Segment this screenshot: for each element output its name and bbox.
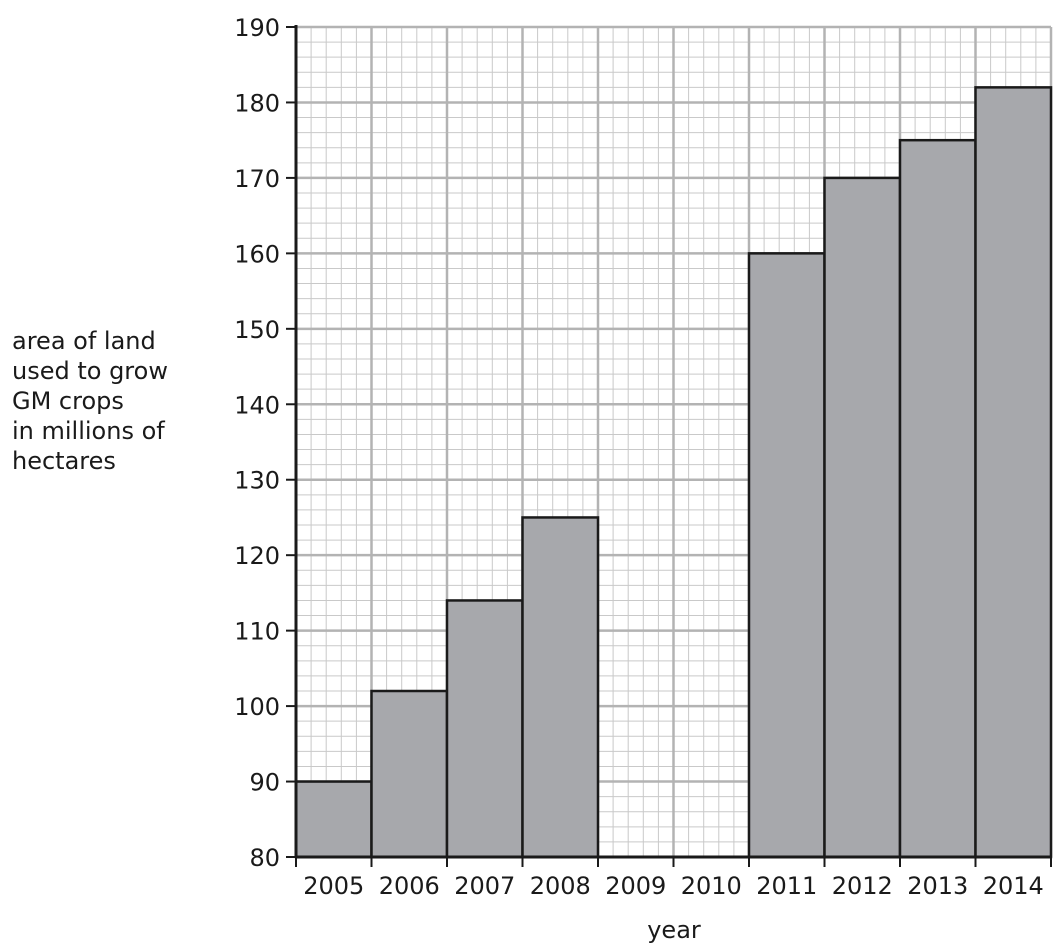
bar-2008 bbox=[521, 516, 600, 859]
x-tick-label: 2007 bbox=[454, 872, 515, 900]
y-tick-label: 190 bbox=[234, 14, 280, 42]
y-tick-labels: 80 90 100 110 120 130 140 150 160 170 180 190 bbox=[234, 14, 296, 872]
y-tick-label: 90 bbox=[249, 769, 280, 797]
x-tick-label: 2005 bbox=[303, 872, 364, 900]
bar-2012 bbox=[823, 176, 902, 859]
x-tick-label: 2014 bbox=[983, 872, 1044, 900]
x-tick-label: 2009 bbox=[605, 872, 666, 900]
y-axis-label-line: area of land bbox=[12, 327, 156, 355]
bar-2005 bbox=[294, 780, 373, 859]
x-tick-label: 2008 bbox=[530, 872, 591, 900]
y-tick-label: 100 bbox=[234, 693, 280, 721]
bar-2013 bbox=[898, 138, 977, 859]
x-tick-label: 2013 bbox=[907, 872, 968, 900]
y-axis-label-line: hectares bbox=[12, 447, 116, 475]
x-tick-labels: 2005 2006 2007 2008 2009 2010 2011 2012 2013 2014 bbox=[295, 857, 1052, 900]
y-axis-label-line: in millions of bbox=[12, 417, 165, 445]
bar-2014 bbox=[974, 86, 1053, 859]
x-tick-label: 2012 bbox=[832, 872, 893, 900]
bar-2006 bbox=[370, 689, 449, 859]
bars bbox=[294, 86, 1053, 859]
x-tick-label: 2006 bbox=[379, 872, 440, 900]
y-tick-label: 180 bbox=[234, 89, 280, 117]
y-tick-label: 160 bbox=[234, 240, 280, 268]
y-axis-label: area of land used to grow GM crops in mi… bbox=[12, 326, 202, 476]
bar-2007 bbox=[445, 599, 524, 859]
x-tick-label: 2011 bbox=[756, 872, 817, 900]
x-tick-label: 2010 bbox=[681, 872, 742, 900]
y-tick-label: 170 bbox=[234, 165, 280, 193]
y-tick-label: 80 bbox=[249, 844, 280, 872]
x-axis-label: year bbox=[647, 916, 701, 944]
y-tick-label: 150 bbox=[234, 316, 280, 344]
y-tick-label: 110 bbox=[234, 618, 280, 646]
y-axis-label-line: used to grow bbox=[12, 357, 168, 385]
y-tick-label: 120 bbox=[234, 542, 280, 570]
y-tick-label: 140 bbox=[234, 391, 280, 419]
y-axis-label-line: GM crops bbox=[12, 387, 124, 415]
bar-2011 bbox=[747, 252, 826, 859]
y-tick-label: 130 bbox=[234, 467, 280, 495]
